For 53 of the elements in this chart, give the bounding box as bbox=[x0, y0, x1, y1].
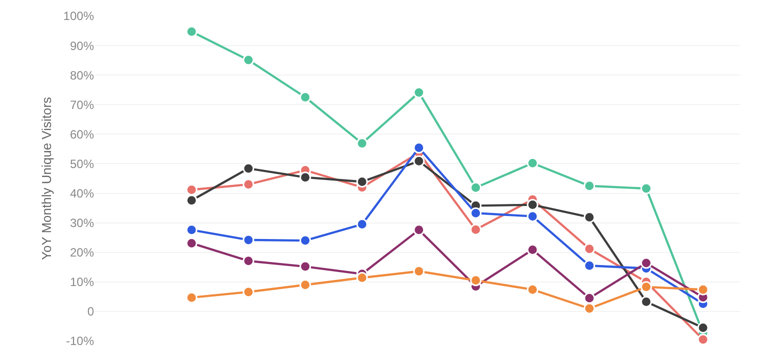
point bbox=[242, 255, 254, 267]
y-tick-label: 40% bbox=[70, 186, 94, 200]
point bbox=[356, 272, 368, 284]
point bbox=[470, 182, 482, 194]
point bbox=[356, 138, 368, 150]
point bbox=[242, 286, 254, 298]
point bbox=[640, 182, 652, 194]
point bbox=[413, 155, 425, 167]
y-tick-label: 0 bbox=[87, 304, 94, 319]
y-tick-label: 60% bbox=[70, 127, 94, 142]
y-tick-label: 30% bbox=[70, 216, 94, 230]
point bbox=[584, 243, 596, 255]
point bbox=[470, 207, 482, 219]
point bbox=[584, 180, 596, 192]
y-tick-label: 20% bbox=[70, 246, 94, 260]
point bbox=[413, 86, 425, 98]
point bbox=[186, 292, 198, 304]
point bbox=[300, 172, 312, 184]
point bbox=[300, 279, 312, 291]
point bbox=[470, 224, 482, 236]
point bbox=[526, 157, 538, 169]
point bbox=[186, 194, 198, 206]
point bbox=[584, 302, 596, 314]
point bbox=[300, 92, 312, 103]
y-tick-label: 100% bbox=[63, 9, 94, 24]
point bbox=[300, 260, 312, 272]
point bbox=[640, 257, 652, 269]
point bbox=[697, 334, 709, 346]
point bbox=[584, 260, 596, 272]
point bbox=[300, 234, 312, 246]
y-tick-label: 10% bbox=[70, 275, 94, 290]
point bbox=[640, 281, 652, 293]
y-tick-label: 80% bbox=[70, 68, 94, 82]
point bbox=[413, 224, 425, 236]
point bbox=[697, 284, 709, 296]
point bbox=[242, 162, 254, 174]
y-tick-label: 70% bbox=[70, 98, 94, 112]
point bbox=[242, 178, 254, 190]
point bbox=[356, 176, 368, 188]
point bbox=[526, 210, 538, 222]
point bbox=[584, 292, 596, 304]
y-tick-label: -10% bbox=[66, 334, 94, 348]
y-axis-title: YoY Monthly Unique Visitors bbox=[39, 96, 54, 260]
y-tick-label: 90% bbox=[70, 38, 94, 53]
y-tick-label: 50% bbox=[70, 156, 94, 171]
point bbox=[186, 26, 198, 38]
point bbox=[697, 322, 709, 334]
point bbox=[526, 284, 538, 296]
point bbox=[413, 142, 425, 154]
point bbox=[186, 224, 198, 236]
point bbox=[242, 234, 254, 246]
point bbox=[470, 274, 482, 286]
point bbox=[242, 54, 254, 66]
